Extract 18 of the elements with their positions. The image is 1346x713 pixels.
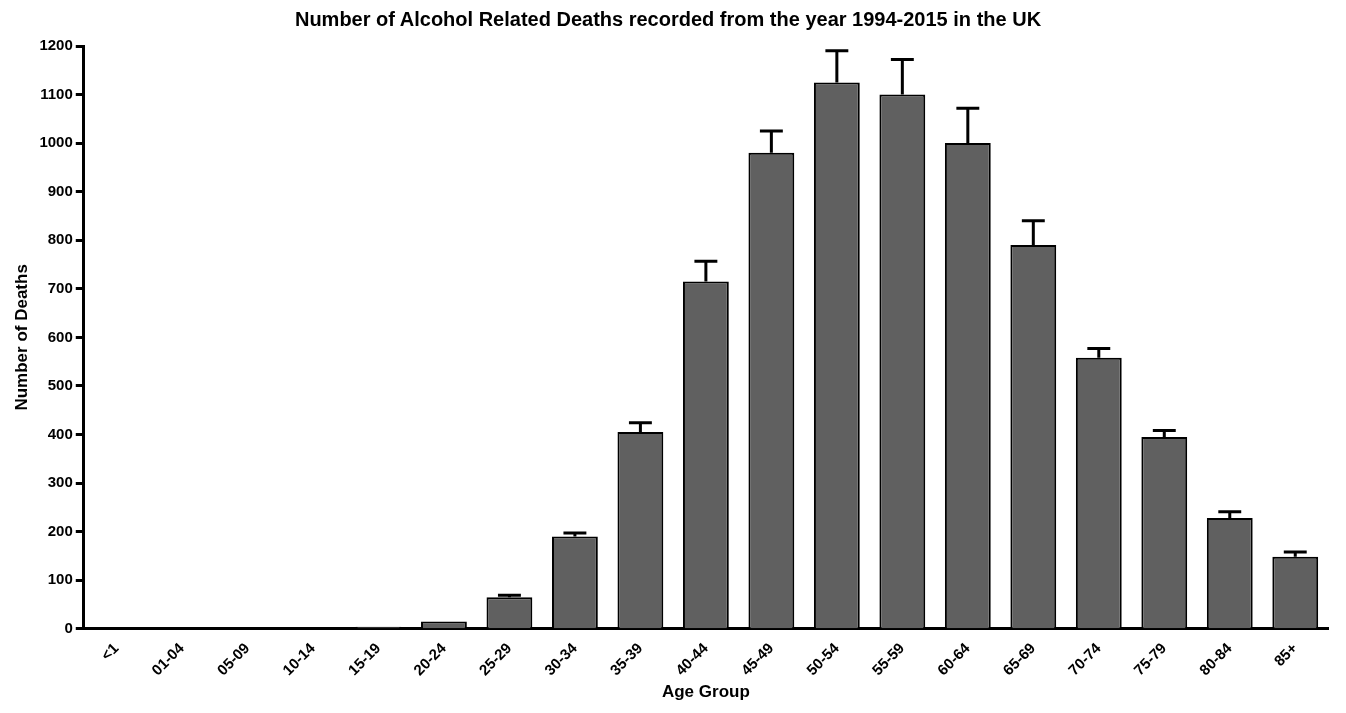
y-tick-label: 800 bbox=[47, 230, 73, 248]
y-tick-label: 100 bbox=[47, 570, 73, 588]
y-tick-label: 400 bbox=[47, 424, 73, 442]
y-tick-label: 200 bbox=[47, 521, 73, 539]
y-tick-label: 900 bbox=[47, 181, 73, 199]
y-tick-label: 1200 bbox=[39, 36, 73, 54]
chart-title: Number of Alcohol Related Deaths recorded from the year 1994-2015 in the UK bbox=[294, 7, 1042, 30]
y-axis-title: Number of Deaths bbox=[11, 264, 31, 411]
x-tick-label: <1 bbox=[97, 639, 122, 664]
x-tick-label: 85+ bbox=[1270, 638, 1301, 670]
x-axis-title: Age Group bbox=[661, 682, 750, 702]
y-tick-label: 0 bbox=[64, 618, 73, 636]
y-tick-label: 500 bbox=[47, 376, 73, 394]
y-tick-label: 1000 bbox=[39, 133, 73, 151]
y-tick-label: 300 bbox=[47, 473, 73, 491]
y-tick-label: 700 bbox=[47, 278, 73, 296]
y-tick-label: 600 bbox=[47, 327, 73, 345]
y-tick-label: 1100 bbox=[40, 84, 73, 102]
